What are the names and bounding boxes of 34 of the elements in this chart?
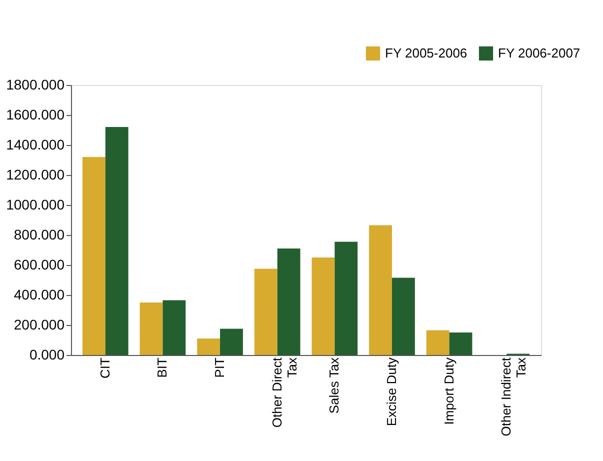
y-tick-label: 600.000 <box>14 256 65 272</box>
bar <box>162 300 186 355</box>
bar <box>312 258 335 355</box>
bar <box>369 225 392 355</box>
x-tick-label: PIT <box>212 357 228 378</box>
bar <box>197 338 220 355</box>
y-tick-label: 0.000 <box>29 346 65 362</box>
legend-label: FY 2006-2007 <box>498 45 580 60</box>
y-tick-label: 1600.000 <box>6 106 65 122</box>
bar <box>392 278 415 355</box>
bar <box>220 328 243 355</box>
bar <box>82 157 106 355</box>
x-tick-label: CIT <box>97 357 112 378</box>
y-tick-label: 1400.000 <box>6 136 65 152</box>
x-tick-label: Other Indirect Tax <box>498 357 529 436</box>
x-tick-label: Other Direct Tax <box>269 357 300 428</box>
bar <box>334 242 358 355</box>
x-tick-label: Import Duty <box>441 357 456 425</box>
bar <box>277 248 300 355</box>
bar <box>426 330 450 355</box>
legend-label: FY 2005-2006 <box>385 45 468 60</box>
x-tick-label: BIT <box>154 357 170 378</box>
bar <box>254 268 278 355</box>
y-tick-label: 1000.000 <box>6 196 65 212</box>
y-tick-label: 1200.000 <box>6 166 65 182</box>
y-tick-label: 200.000 <box>14 316 65 332</box>
bar <box>105 127 128 355</box>
y-tick-label: 800.000 <box>14 226 65 242</box>
bar <box>140 302 163 355</box>
bar <box>449 332 472 355</box>
x-tick-label: Excise Duty <box>384 357 399 426</box>
y-tick-label: 1800.000 <box>6 76 65 92</box>
y-tick-label: 400.000 <box>14 286 65 302</box>
x-tick-label: Sales Tax <box>326 357 342 414</box>
